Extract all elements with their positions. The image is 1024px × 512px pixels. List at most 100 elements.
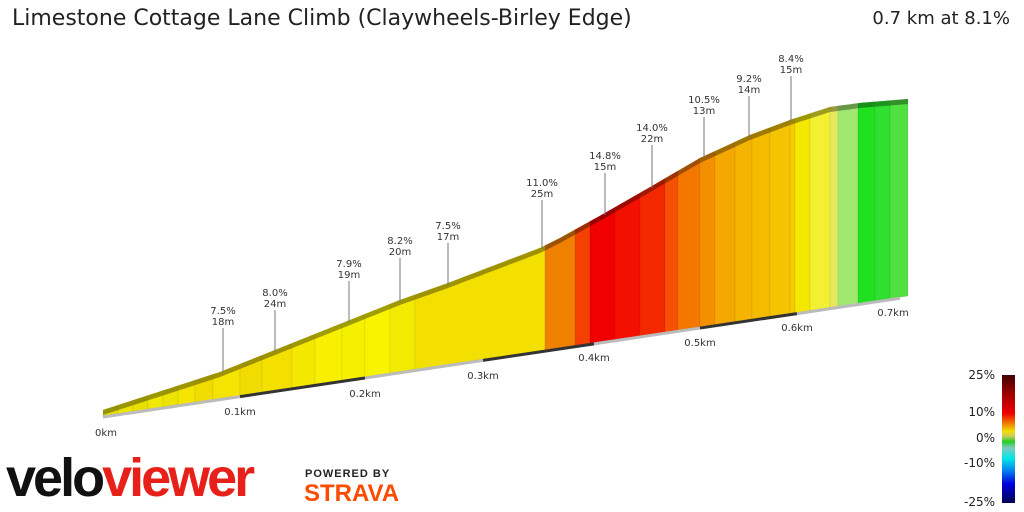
segment-length-label: 19m — [338, 270, 360, 281]
segment-grade-label: 11.0% — [526, 178, 558, 189]
distance-axis-segment — [102, 395, 241, 419]
x-tick-label: 0.4km — [578, 353, 609, 364]
segment-length-label: 18m — [212, 317, 234, 328]
page-title: Limestone Cottage Lane Climb (Claywheels… — [12, 6, 632, 31]
profile-top-edge — [133, 395, 148, 406]
profile-top-edge — [770, 120, 790, 133]
profile-top-edge — [262, 343, 292, 361]
profile-top-edge — [735, 134, 752, 147]
strava-logo[interactable]: STRAVA — [304, 480, 400, 507]
profile-top-edge — [292, 334, 315, 349]
profile-top-edge — [390, 294, 415, 309]
profile-slice — [639, 177, 666, 337]
profile-slice — [829, 105, 839, 309]
profile-top-edge — [195, 374, 213, 386]
profile-top-edge — [640, 178, 665, 198]
distance-axis-segment — [593, 326, 701, 346]
profile-slice — [664, 169, 679, 333]
profile-slice — [714, 141, 736, 326]
profile-slice — [589, 206, 616, 345]
segment-length-label: 13m — [693, 106, 715, 117]
x-tick-label: 0.5km — [684, 338, 715, 349]
veloviewer-logo[interactable]: veloviewer — [6, 448, 255, 508]
profile-top-edge — [590, 207, 615, 227]
legend-tick: 0% — [975, 431, 995, 445]
profile-top-edge — [163, 385, 178, 396]
segment-grade-label: 9.2% — [736, 74, 761, 85]
climb-summary: 0.7 km at 8.1% — [872, 8, 1010, 29]
segment-length-label: 17m — [437, 232, 459, 243]
profile-top-edge — [858, 101, 875, 109]
profile-slice — [614, 192, 641, 341]
profile-top-edge — [795, 113, 810, 124]
profile-top-edge — [315, 323, 342, 339]
profile-slice — [837, 102, 859, 308]
profile-top-edge — [178, 380, 195, 391]
profile-slice — [769, 119, 791, 318]
segment-grade-label: 7.5% — [435, 221, 460, 232]
logo-velo: velo — [6, 448, 105, 508]
profile-top-edge — [678, 158, 700, 176]
segment-grade-label: 14.8% — [589, 151, 621, 162]
profile-top-edge — [118, 400, 133, 411]
profile-slice — [414, 244, 546, 371]
segment-length-label: 15m — [594, 162, 616, 173]
segment-grade-label: 14.0% — [636, 123, 668, 134]
x-tick-label: 0km — [95, 428, 117, 439]
x-tick-label: 0.6km — [781, 323, 812, 334]
profile-top-edge — [752, 127, 770, 140]
legend-tick: -10% — [963, 456, 995, 470]
segment-length-label: 25m — [531, 189, 553, 200]
profile-slice — [751, 126, 771, 320]
profile-top-edge — [890, 99, 908, 106]
profile-top-edge — [715, 141, 735, 157]
profile-slice — [794, 112, 811, 314]
segment-length-label: 15m — [780, 65, 802, 76]
x-tick-label: 0.3km — [467, 371, 498, 382]
x-tick-label: 0.7km — [877, 308, 908, 319]
distance-axis-segment — [796, 296, 901, 316]
profile-top-edge — [148, 390, 163, 401]
segment-grade-label: 8.0% — [262, 288, 287, 299]
segment-length-label: 22m — [641, 134, 663, 145]
profile-top-edge — [838, 103, 858, 111]
x-tick-label: 0.2km — [349, 389, 380, 400]
profile-top-edge — [342, 314, 365, 329]
profile-top-edge — [103, 405, 118, 415]
segment-grade-label: 8.4% — [778, 54, 803, 65]
segment-grade-label: 7.9% — [336, 259, 361, 270]
profile-top-edge — [213, 364, 240, 380]
profile-top-edge — [240, 355, 262, 369]
segment-length-label: 20m — [389, 247, 411, 258]
distance-axis-segment — [699, 312, 798, 330]
legend-tick: -25% — [963, 495, 995, 509]
profile-slice — [789, 117, 796, 315]
profile-top-edge — [700, 151, 715, 163]
segment-grade-label: 8.2% — [387, 236, 412, 247]
distance-axis-segment — [239, 376, 366, 399]
profile-top-edge — [545, 229, 575, 251]
profile-slice — [677, 157, 701, 331]
distance-axis-segment — [482, 342, 595, 362]
profile-slice — [734, 133, 753, 323]
profile-slice — [574, 220, 591, 347]
profile-top-edge — [415, 245, 545, 300]
profile-top-edge — [665, 170, 678, 184]
legend-tick: 10% — [968, 405, 995, 419]
profile-slice — [857, 101, 876, 305]
gradient-legend-bar — [1002, 375, 1015, 503]
profile-slice — [699, 150, 716, 328]
profile-top-edge — [575, 221, 590, 235]
profile-slice — [889, 98, 909, 300]
logo-viewer: viewer — [102, 448, 255, 508]
profile-top-edge — [810, 107, 830, 119]
profile-top-edge — [365, 304, 390, 319]
profile-slice — [874, 99, 891, 302]
segment-length-label: 14m — [738, 85, 760, 96]
profile-top-edge — [875, 100, 890, 107]
distance-axis-segment — [364, 358, 484, 380]
profile-top-edge — [830, 105, 838, 112]
profile-top-edge — [615, 192, 640, 213]
segment-length-label: 24m — [264, 299, 286, 310]
